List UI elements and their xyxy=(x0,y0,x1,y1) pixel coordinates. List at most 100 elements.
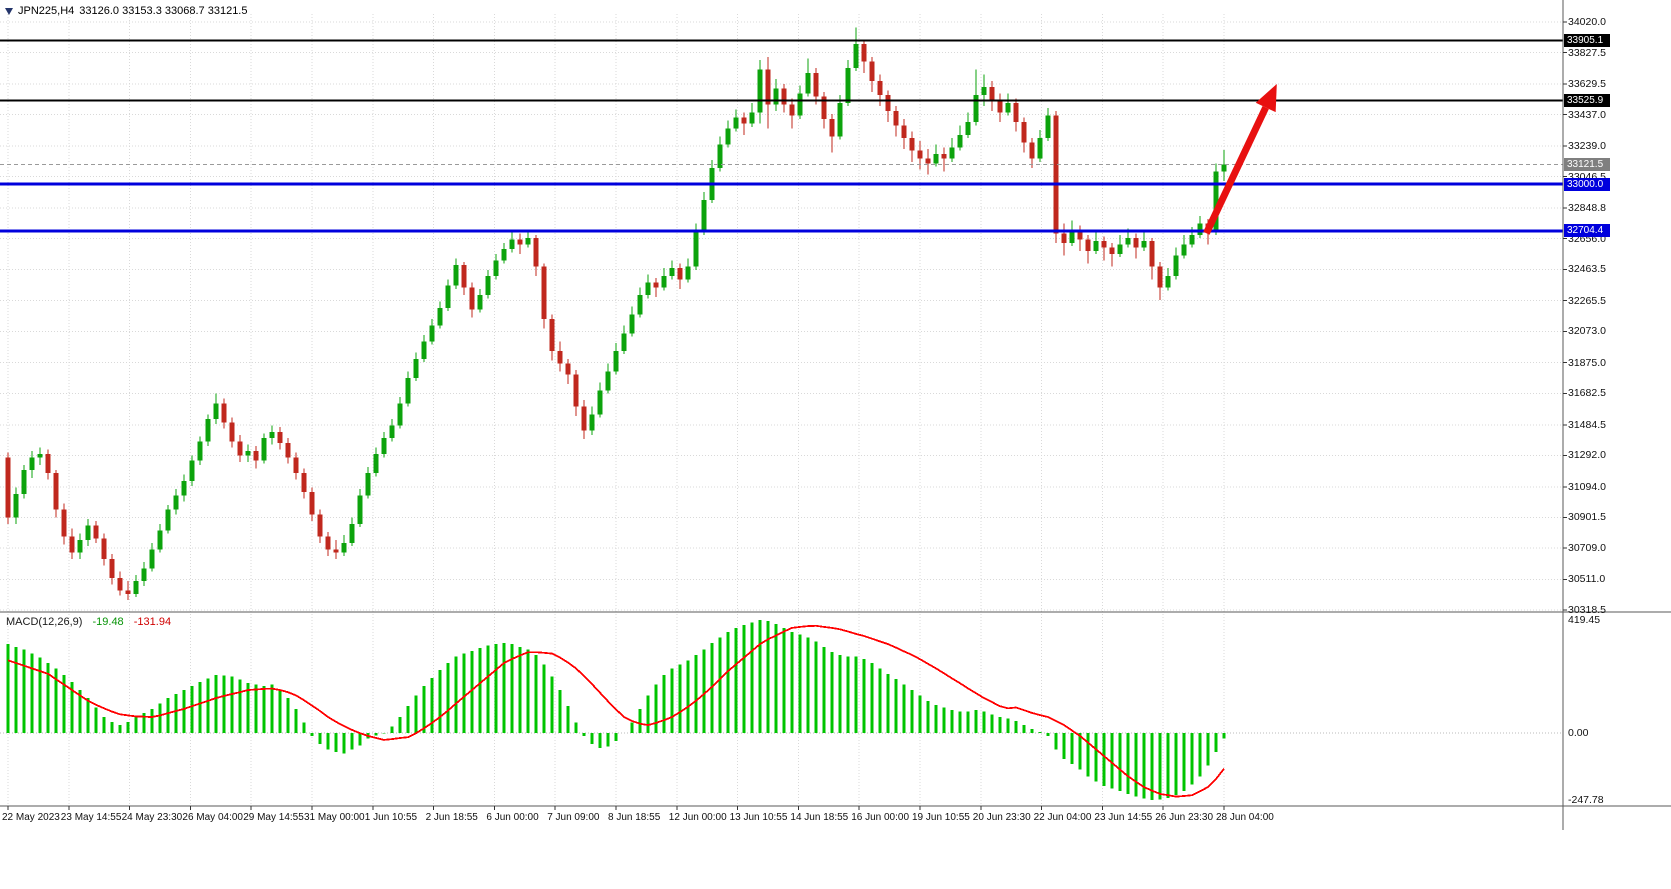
candle-up xyxy=(373,454,379,474)
candle-up xyxy=(413,358,419,378)
candle-down xyxy=(61,509,67,537)
macd-indicator-layer xyxy=(6,620,1226,800)
candle-down xyxy=(741,117,747,124)
macd-current-value: -19.48 xyxy=(92,616,124,628)
candle-down xyxy=(221,403,227,423)
candle-up xyxy=(845,68,851,104)
candle-up xyxy=(621,333,627,351)
candle-up xyxy=(149,549,155,569)
candle-up xyxy=(1005,103,1011,113)
candle-up xyxy=(389,425,395,439)
candle-up xyxy=(37,454,43,458)
candle-down xyxy=(541,266,547,320)
candle-up xyxy=(13,493,19,518)
candle-down xyxy=(941,153,947,159)
candle-up xyxy=(757,69,763,113)
candle-down xyxy=(557,350,563,364)
candle-up xyxy=(1213,171,1219,232)
candle-down xyxy=(677,268,683,280)
candle-down xyxy=(1053,115,1059,234)
candle-down xyxy=(789,104,795,116)
candle-up xyxy=(717,144,723,169)
candle-up xyxy=(597,390,603,415)
candle-down xyxy=(1109,247,1115,254)
candle-down xyxy=(301,473,307,493)
chart-header: JPN225,H4 33126.0 33153.3 33068.7 33121.… xyxy=(5,5,247,17)
candle-down xyxy=(925,158,931,164)
candle-down xyxy=(869,61,875,81)
candle-down xyxy=(309,492,315,515)
candle-down xyxy=(1029,142,1035,159)
candle-up xyxy=(613,350,619,372)
candle-up xyxy=(973,95,979,123)
candle-up xyxy=(1093,241,1099,251)
candle-up xyxy=(701,199,707,232)
candle-up xyxy=(773,88,779,105)
candle-down xyxy=(293,457,299,474)
candle-up xyxy=(589,414,595,431)
candle-up xyxy=(1037,137,1043,159)
candle-up xyxy=(269,431,275,439)
candle-down xyxy=(229,422,235,442)
candle-up xyxy=(437,307,443,326)
candle-up xyxy=(1141,241,1147,248)
arrow-shaft xyxy=(1203,105,1269,235)
candle-up xyxy=(669,268,675,277)
candle-up xyxy=(429,325,435,342)
candle-up xyxy=(733,117,739,129)
candle-down xyxy=(469,287,475,310)
candle-down xyxy=(93,525,99,539)
chart-frame xyxy=(0,0,1671,830)
candle-up xyxy=(381,438,387,455)
candle-down xyxy=(1061,233,1067,243)
candle-down xyxy=(1133,238,1139,248)
candle-up xyxy=(637,295,643,315)
candle-down xyxy=(813,72,819,97)
candle-down xyxy=(325,536,331,550)
candle-down xyxy=(101,538,107,559)
candle-up xyxy=(165,509,171,531)
candle-up xyxy=(693,231,699,267)
symbol-period-label: JPN225,H4 xyxy=(18,5,75,17)
candle-up xyxy=(181,481,187,496)
candle-up xyxy=(477,295,483,310)
candle-down xyxy=(885,95,891,111)
candle-down xyxy=(821,96,827,119)
trend-arrow[interactable] xyxy=(1203,83,1277,235)
candle-down xyxy=(333,549,339,553)
candle-down xyxy=(533,238,539,267)
candle-up xyxy=(453,265,459,286)
candle-down xyxy=(237,441,243,456)
candle-up xyxy=(661,276,667,288)
candle-up xyxy=(509,239,515,250)
candle-down xyxy=(53,473,59,510)
candle-down xyxy=(581,406,587,431)
candle-down xyxy=(909,137,915,151)
candle-up xyxy=(749,112,755,124)
candle-up xyxy=(77,539,83,553)
candle-down xyxy=(549,319,555,351)
candle-up xyxy=(245,450,251,456)
candle-up xyxy=(525,238,531,245)
candle-up xyxy=(445,285,451,308)
horizontal-price-lines[interactable] xyxy=(0,39,1563,233)
candle-up xyxy=(1189,234,1195,245)
candle-up xyxy=(853,44,859,69)
candle-up xyxy=(1181,244,1187,256)
candle-down xyxy=(765,69,771,105)
candle-up xyxy=(213,403,219,420)
candle-up xyxy=(957,134,963,148)
candle-down xyxy=(997,99,1003,113)
candle-up xyxy=(349,523,355,544)
candle-down xyxy=(1101,241,1107,248)
candle-down xyxy=(517,239,523,245)
candle-up xyxy=(21,469,27,494)
candle-down xyxy=(829,118,835,137)
macd-indicator-label: MACD(12,26,9) -19.48 -131.94 xyxy=(6,616,171,628)
candle-up xyxy=(133,581,139,594)
macd-name: MACD(12,26,9) xyxy=(6,616,83,628)
candle-down xyxy=(1149,241,1155,267)
candle-up xyxy=(501,249,507,261)
